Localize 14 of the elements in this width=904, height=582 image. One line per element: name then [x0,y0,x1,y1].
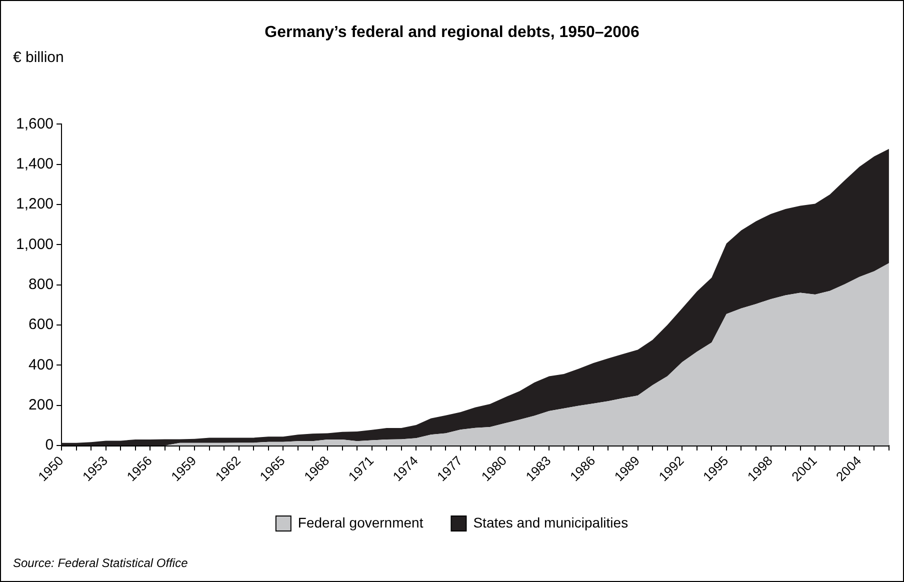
y-tick-label: 400 [28,356,54,374]
y-tick-label: 0 [45,436,54,454]
legend-label: States and municipalities [473,514,628,530]
y-tick-label: 1,400 [16,156,54,173]
y-axis-title: € billion [13,49,64,66]
y-tick-label: 1,200 [16,196,54,213]
y-tick-label: 1,000 [16,236,54,253]
chart-title: Germany’s federal and regional debts, 1950–2006 [264,24,640,42]
y-tick-label: 1,600 [16,115,54,132]
source-note: Source: Federal Statistical Office [13,556,188,570]
y-tick-label: 200 [28,396,54,414]
y-tick-label: 600 [28,316,54,334]
legend-label: Federal government [298,514,424,530]
y-tick-label: 800 [28,276,54,293]
